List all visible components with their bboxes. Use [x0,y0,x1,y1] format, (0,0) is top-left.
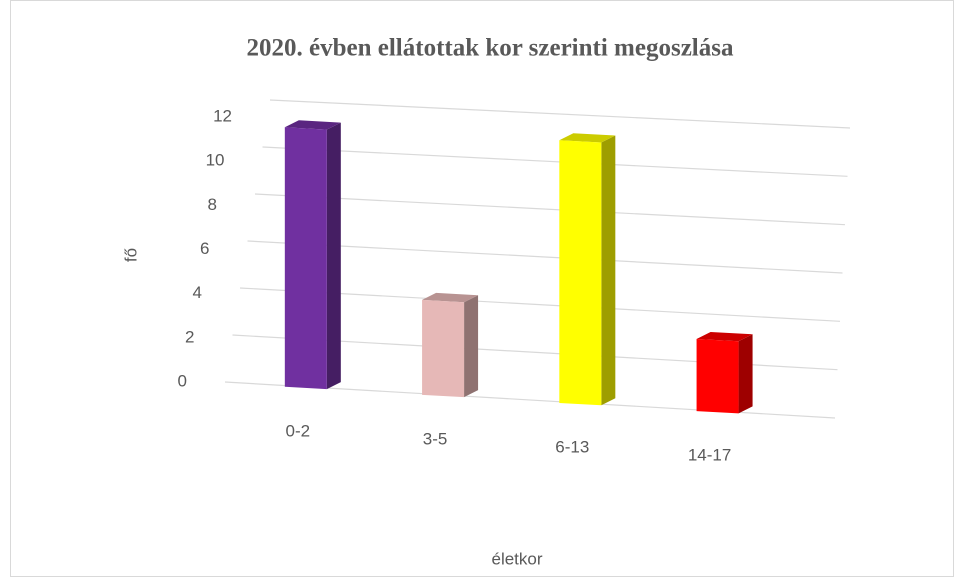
bar-top [559,133,616,143]
x-axis-title: életkor [491,549,542,568]
bar-top [422,292,479,303]
bar [284,120,341,390]
y-tick-label: 8 [208,195,217,214]
bar-front [696,338,739,414]
x-tick-label: 3-5 [423,429,448,448]
y-tick-label: 12 [213,106,232,125]
bar [559,133,616,406]
grid-line [262,146,848,177]
bar-side [464,295,479,398]
bar-front [284,127,327,390]
bar-side [601,135,616,406]
bar-front [422,299,465,398]
x-tick-label: 6-13 [555,437,589,456]
chart-title: 2020. évben ellátottak kor szerinti mego… [247,35,734,62]
bar-side [326,122,341,390]
grid-line [254,193,846,226]
bar-top [284,120,341,130]
x-tick-label: 14-17 [688,446,731,465]
bar-side [738,334,753,414]
y-tick-label: 0 [178,371,187,390]
y-tick-label: 6 [200,239,209,258]
chart-frame [10,0,954,577]
y-tick-label: 10 [206,151,225,170]
y-axis-title: fő [121,248,140,262]
grid-line [247,240,843,274]
bar-top [696,331,753,342]
y-tick-label: 4 [193,283,202,302]
grid-line [269,99,851,129]
y-tick-label: 2 [185,327,194,346]
bar [696,331,753,414]
bar [422,292,479,398]
bar-front [559,140,602,406]
x-tick-label: 0-2 [286,421,311,440]
